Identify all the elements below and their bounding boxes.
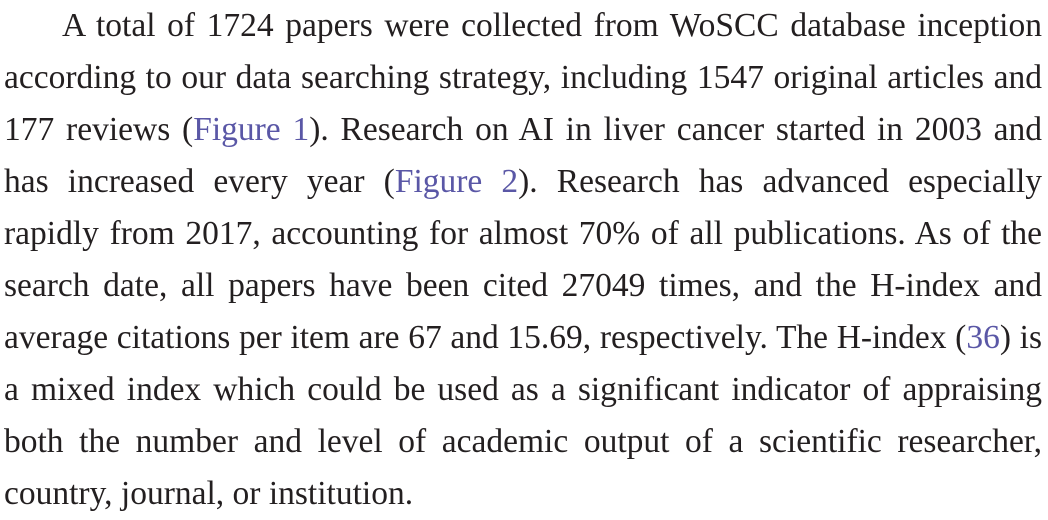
paragraph-text-3: ). Research has advanced especially rapi… xyxy=(4,163,1043,356)
paragraph-text-4: ) is a mixed index which could be used a… xyxy=(4,319,1043,512)
paragraph-text-1: A total of 1724 papers were collected fr… xyxy=(4,7,1042,148)
figure-2-link[interactable]: Figure 2 xyxy=(394,163,519,200)
paragraph-text-2: ). Research on AI in liver cancer starte… xyxy=(4,111,1043,200)
figure-1-link[interactable]: Figure 1 xyxy=(193,111,310,148)
body-paragraph: A total of 1724 papers were collected fr… xyxy=(4,0,1042,520)
reference-36-link[interactable]: 36 xyxy=(966,319,1000,356)
